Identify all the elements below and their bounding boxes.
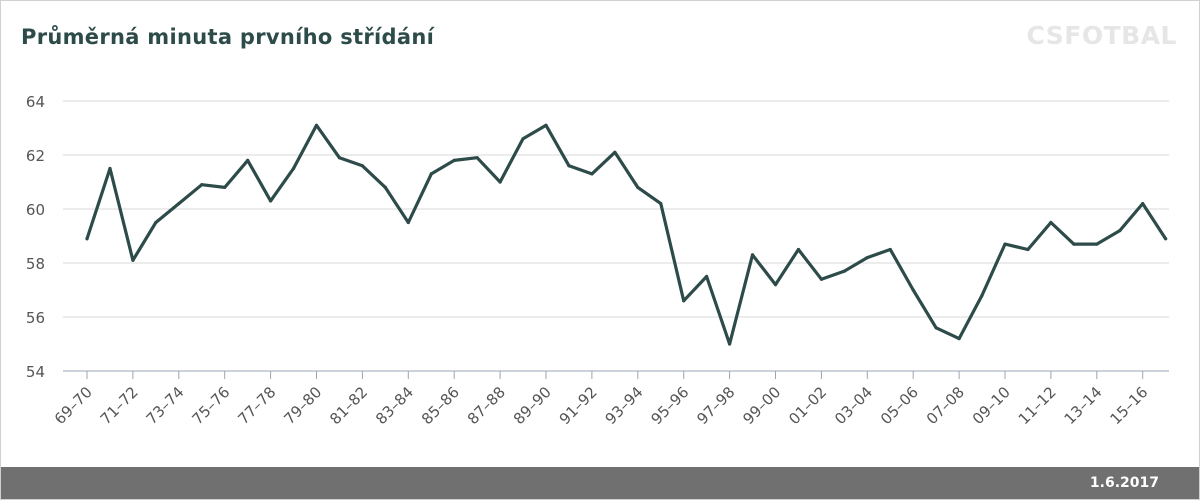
data-point <box>1141 202 1145 206</box>
data-point <box>1095 242 1099 246</box>
data-point <box>659 202 663 206</box>
x-tick-label: 15–16 <box>1106 383 1151 428</box>
data-point <box>728 342 732 346</box>
x-tick-label: 75–76 <box>188 383 233 428</box>
x-tick-label: 87–88 <box>464 383 509 428</box>
data-point <box>544 123 548 127</box>
data-point <box>521 137 525 141</box>
data-point <box>85 237 89 241</box>
x-tick-label: 01–02 <box>785 383 830 428</box>
data-point <box>865 256 869 260</box>
x-tick-label: 07–08 <box>923 383 968 428</box>
data-point <box>1072 242 1076 246</box>
data-point <box>819 277 824 281</box>
x-tick-label: 79–80 <box>280 383 325 428</box>
data-point <box>842 269 846 273</box>
data-point <box>1049 220 1053 225</box>
footer-date: 1.6.2017 <box>1089 475 1159 491</box>
x-tick-label: 99–00 <box>739 383 784 428</box>
data-point <box>154 220 158 225</box>
x-tick-label: 89–90 <box>510 383 555 428</box>
data-point <box>223 185 227 189</box>
data-point <box>452 158 456 162</box>
x-tick-label: 83–84 <box>372 383 417 428</box>
x-tick-label: 97–98 <box>693 383 738 428</box>
data-point <box>705 274 709 279</box>
footer-bar: 1.6.2017 <box>1 467 1199 499</box>
data-point <box>108 166 112 171</box>
data-point <box>980 293 984 297</box>
data-point <box>888 247 892 252</box>
data-point <box>291 166 296 171</box>
y-tick-label: 64 <box>26 93 45 111</box>
csfotbal-logo: CSFOTBAL <box>1026 21 1177 50</box>
data-point <box>246 158 250 162</box>
data-point <box>1118 229 1122 233</box>
x-tick-label: 13–14 <box>1061 383 1106 428</box>
data-point <box>360 164 364 168</box>
data-point <box>636 185 640 189</box>
data-point <box>682 299 686 303</box>
data-point <box>1026 247 1030 252</box>
x-tick-label: 91–92 <box>556 383 601 428</box>
data-point <box>911 288 915 292</box>
data-point <box>406 220 410 225</box>
data-point <box>177 202 181 206</box>
x-tick-label: 05–06 <box>877 383 922 428</box>
x-tick-label: 03–04 <box>831 383 876 428</box>
y-tick-label: 56 <box>26 309 45 327</box>
data-point <box>337 156 342 160</box>
x-tick-label: 09–10 <box>969 383 1014 428</box>
x-tick-label: 85–86 <box>418 383 463 428</box>
data-point <box>383 185 387 189</box>
x-tick-label: 73–74 <box>143 383 188 428</box>
series-line <box>85 123 1168 346</box>
chart-title: Průměrná minuta prvního střídání <box>21 25 435 49</box>
y-tick-label: 54 <box>26 363 45 381</box>
data-point <box>567 164 571 168</box>
data-point <box>1164 237 1168 241</box>
y-tick-label: 60 <box>26 201 45 219</box>
y-tick-label: 62 <box>26 147 45 165</box>
line-chart: 54 56 58 60 62 64 69–70 71–72 73–74 75–76 77–78 79–… <box>26 93 1169 428</box>
x-tick-label: 95–96 <box>647 383 692 428</box>
data-point <box>934 326 938 330</box>
x-tick-label: 71–72 <box>97 383 142 428</box>
x-tick-label: 93–94 <box>602 383 647 428</box>
data-point <box>773 283 778 287</box>
data-point <box>475 156 479 160</box>
data-point <box>314 123 319 127</box>
x-tick-label: 69–70 <box>51 383 96 428</box>
y-tick-label: 58 <box>26 255 45 273</box>
data-point <box>498 180 502 184</box>
data-point <box>590 172 594 176</box>
data-point <box>750 253 755 257</box>
data-point <box>613 150 617 154</box>
data-point <box>1003 242 1007 246</box>
data-point <box>957 337 961 341</box>
data-point <box>131 258 135 262</box>
data-point <box>269 199 273 203</box>
x-tick-label: 11–12 <box>1015 383 1060 428</box>
x-tick-label: 81–82 <box>326 383 371 428</box>
x-tick-label: 77–78 <box>234 383 279 428</box>
data-point <box>796 247 801 252</box>
data-point <box>200 183 204 187</box>
data-point <box>429 172 433 176</box>
